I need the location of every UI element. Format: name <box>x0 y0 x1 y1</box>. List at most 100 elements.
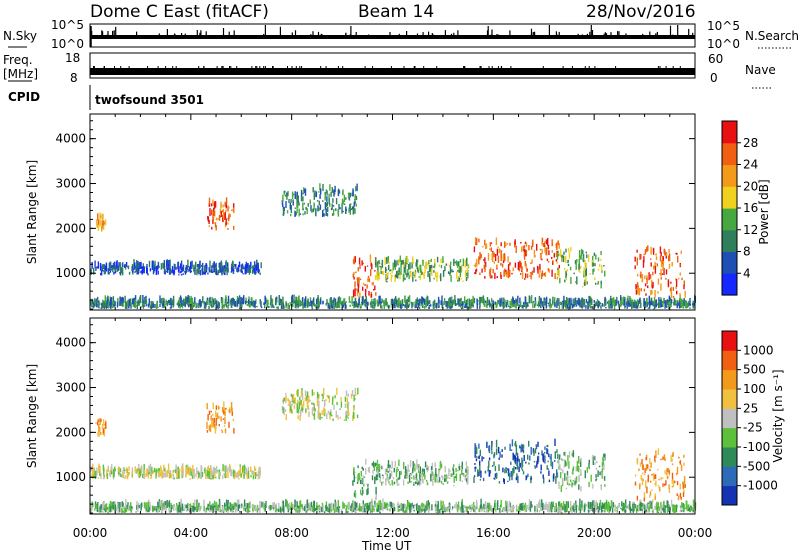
data-cell <box>171 507 172 512</box>
data-cell <box>194 271 195 274</box>
data-cell <box>689 307 690 309</box>
data-cell <box>646 510 647 512</box>
data-cell <box>131 509 132 511</box>
data-cell <box>318 191 319 193</box>
data-cell <box>592 307 593 309</box>
data-cell <box>373 301 374 304</box>
data-cell <box>644 254 645 256</box>
data-cell <box>653 308 654 310</box>
data-cell <box>214 474 215 476</box>
data-cell <box>345 303 346 309</box>
data-cell <box>641 288 642 291</box>
data-cell <box>373 289 374 291</box>
data-cell <box>526 505 527 509</box>
data-cell <box>169 476 170 478</box>
data-cell <box>385 478 386 485</box>
data-cell <box>323 407 324 415</box>
data-cell <box>332 204 333 210</box>
data-cell <box>329 396 330 403</box>
data-cell <box>314 412 315 419</box>
data-cell <box>226 218 227 225</box>
data-cell <box>195 262 196 269</box>
data-cell <box>148 509 149 512</box>
data-cell <box>431 268 432 276</box>
data-cell <box>415 280 416 282</box>
data-cell <box>486 243 487 248</box>
data-cell <box>545 272 546 277</box>
data-cell <box>364 284 365 286</box>
data-cell <box>164 272 165 274</box>
data-cell <box>425 462 426 468</box>
data-cell <box>650 247 651 255</box>
data-cell <box>304 203 305 205</box>
data-cell <box>387 471 388 473</box>
data-cell <box>154 506 155 510</box>
data-cell <box>408 297 409 303</box>
data-cell <box>292 295 293 303</box>
data-cell <box>113 272 114 275</box>
data-cell <box>443 270 444 277</box>
data-cell <box>406 273 407 277</box>
data-cell <box>670 288 671 291</box>
data-cell <box>402 260 403 265</box>
data-cell <box>362 296 363 304</box>
data-cell <box>307 392 308 397</box>
data-cell <box>499 249 500 251</box>
data-cell <box>167 470 168 477</box>
data-cell <box>510 507 511 512</box>
data-cell <box>291 502 292 506</box>
data-cell <box>225 304 226 306</box>
data-cell <box>109 506 110 512</box>
data-cell <box>356 184 357 192</box>
data-cell <box>216 472 217 474</box>
data-cell <box>491 306 492 309</box>
data-cell <box>100 216 101 218</box>
data-cell <box>377 304 378 306</box>
data-cell <box>329 184 330 191</box>
data-cell <box>381 299 382 303</box>
data-cell <box>377 300 378 305</box>
data-cell <box>261 502 262 507</box>
data-cell <box>509 501 510 507</box>
data-cell <box>152 261 153 269</box>
data-cell <box>222 204 223 207</box>
data-cell <box>315 209 316 217</box>
data-cell <box>458 507 459 509</box>
data-cell <box>526 263 527 268</box>
data-cell <box>110 506 111 512</box>
data-cell <box>211 297 212 305</box>
data-cell <box>374 477 375 484</box>
data-cell <box>586 252 587 254</box>
data-cell <box>216 418 217 426</box>
power-colorbar <box>722 121 737 296</box>
data-cell <box>159 473 160 477</box>
data-cell <box>513 268 514 272</box>
data-cell <box>338 209 339 216</box>
data-cell <box>287 191 288 194</box>
data-cell <box>586 504 587 507</box>
data-cell <box>156 506 157 509</box>
data-cell <box>239 297 240 303</box>
data-cell <box>610 506 611 511</box>
data-cell <box>200 472 201 479</box>
data-cell <box>226 260 227 268</box>
data-cell <box>215 427 216 429</box>
data-cell <box>300 213 301 215</box>
data-cell <box>355 477 356 479</box>
data-cell <box>406 507 407 513</box>
data-cell <box>384 502 385 508</box>
data-cell <box>479 509 480 512</box>
data-cell <box>319 208 320 211</box>
data-cell <box>353 259 354 264</box>
data-cell <box>481 504 482 508</box>
data-cell <box>100 419 101 422</box>
data-cell <box>342 189 343 194</box>
data-cell <box>312 301 313 304</box>
data-cell <box>108 268 109 274</box>
colorbar-segment <box>722 165 737 187</box>
data-cell <box>363 263 364 265</box>
data-cell <box>352 304 353 306</box>
data-cell <box>367 488 368 495</box>
data-cell <box>416 459 417 467</box>
data-cell <box>333 405 334 410</box>
